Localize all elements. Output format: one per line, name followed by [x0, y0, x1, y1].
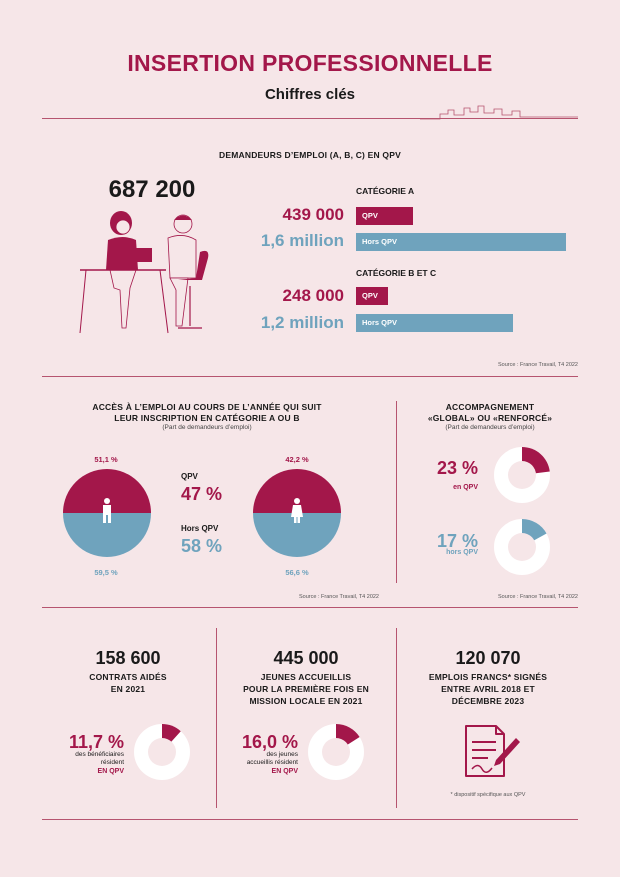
accomp-source: Source : France Travail, T4 2022	[498, 594, 578, 600]
cat-a-qpv-value: 439 000	[282, 205, 344, 224]
cat-bc-hors-value: 1,2 million	[260, 313, 344, 332]
page-title: INSERTION PROFESSIONNELLE	[127, 50, 493, 76]
contrats-donut	[134, 724, 190, 780]
header-divider	[42, 118, 578, 119]
donut-hole	[508, 461, 536, 489]
contrats-desc1: des bénéficiaires	[75, 751, 124, 758]
accomp-qpv-label: en QPV	[453, 484, 478, 491]
accomp-qpv-value: 23 %	[436, 458, 478, 478]
acces-qpv-value: 47 %	[181, 484, 223, 504]
jeunes-line3: MISSION LOCALE EN 2021	[249, 696, 363, 706]
accomp-note: (Part de demandeurs d’emploi)	[445, 424, 535, 431]
acces-men-bottom-value: 59,5 %	[94, 568, 118, 577]
section-divider-2	[42, 607, 578, 608]
demandeurs-source: Source : France Travail, T4 2022	[498, 362, 578, 368]
cat-a-label: CATÉGORIE A	[356, 186, 415, 196]
emplois-line1: EMPLOIS FRANCS* SIGNÉS	[428, 672, 548, 682]
contrats-value: 158 600	[95, 648, 161, 668]
contrats-line2: EN 2021	[110, 684, 146, 694]
acces-women-semicircles	[253, 469, 341, 557]
section-divider-1	[42, 376, 578, 377]
acces-source: Source : France Travail, T4 2022	[299, 594, 379, 600]
jeunes-desc1: des jeunes	[266, 751, 298, 758]
contrats-desc2: résident	[100, 759, 124, 766]
cat-a-hors-value: 1,6 million	[260, 231, 344, 250]
accomp-hors-label: hors QPV	[446, 549, 478, 556]
emplois-line2: ENTRE AVRIL 2018 ET	[441, 684, 535, 694]
contrats-desc3: EN QPV	[97, 768, 124, 775]
footer-divider	[42, 819, 578, 820]
emplois-line3: DÉCEMBRE 2023	[451, 696, 525, 706]
demandeurs-total: 687 200	[108, 176, 196, 203]
accomp-hors-value: 17 %	[436, 531, 478, 551]
accomp-heading-line1: ACCOMPAGNEMENT	[445, 402, 535, 412]
cat-bc-hors-bar: Hors QPV	[356, 314, 513, 332]
vertical-divider-2	[216, 628, 217, 808]
acces-heading-line2: LEUR INSCRIPTION EN CATÉGORIE A OU B	[114, 413, 300, 423]
jeunes-desc3: EN QPV	[271, 768, 298, 775]
cat-a-qpv-bar: QPV	[356, 207, 413, 225]
cat-a-hors-bar: Hors QPV	[356, 233, 566, 251]
emplois-footnote: * dispositif spécifique aux QPV	[450, 792, 526, 798]
city-skyline-icon	[420, 105, 578, 120]
acces-note: (Part de demandeurs d’emploi)	[162, 424, 252, 431]
donut-hole	[508, 533, 536, 561]
donut-hole	[148, 738, 176, 766]
vertical-divider-3	[396, 628, 397, 808]
contrats-line1: CONTRATS AIDÉS	[89, 672, 167, 682]
jeunes-line2: POUR LA PREMIÈRE FOIS EN	[243, 684, 369, 694]
demandeurs-heading: DEMANDEURS D’EMPLOI (A, B, C) EN QPV	[219, 150, 401, 160]
acces-men-top-value: 51,1 %	[94, 455, 118, 464]
acces-qpv-label: QPV	[181, 472, 198, 481]
donut-hole	[322, 738, 350, 766]
contract-signing-icon	[465, 725, 520, 777]
jeunes-pct: 16,0 %	[241, 732, 298, 752]
acces-hors-value: 58 %	[181, 536, 223, 556]
cat-bc-qpv-value: 248 000	[282, 286, 344, 305]
contrats-pct: 11,7 %	[68, 732, 124, 752]
acces-women-bottom-value: 56,6 %	[285, 568, 309, 577]
job-interview-illustration	[79, 211, 209, 334]
acces-men-semicircles	[63, 469, 151, 557]
jeunes-line1: JEUNES ACCUEILLIS	[260, 672, 352, 682]
accomp-hors-donut	[494, 519, 550, 575]
vertical-divider-1	[396, 401, 397, 583]
jeunes-desc2: accueillis résident	[246, 759, 298, 766]
accomp-qpv-donut	[494, 447, 550, 503]
acces-heading-line1: ACCÈS À L’EMPLOI AU COURS DE L’ANNÉE QUI…	[92, 402, 322, 412]
jeunes-donut	[308, 724, 364, 780]
emplois-value: 120 070	[455, 648, 521, 668]
jeunes-value: 445 000	[273, 648, 339, 668]
accomp-heading-line2: «GLOBAL» OU «RENFORCÉ»	[427, 413, 553, 423]
acces-hors-label: Hors QPV	[181, 524, 219, 533]
cat-bc-label: CATÉGORIE B ET C	[356, 268, 437, 278]
acces-women-top-value: 42,2 %	[285, 455, 309, 464]
cat-bc-qpv-bar: QPV	[356, 287, 388, 305]
page-subtitle: Chiffres clés	[264, 86, 356, 103]
